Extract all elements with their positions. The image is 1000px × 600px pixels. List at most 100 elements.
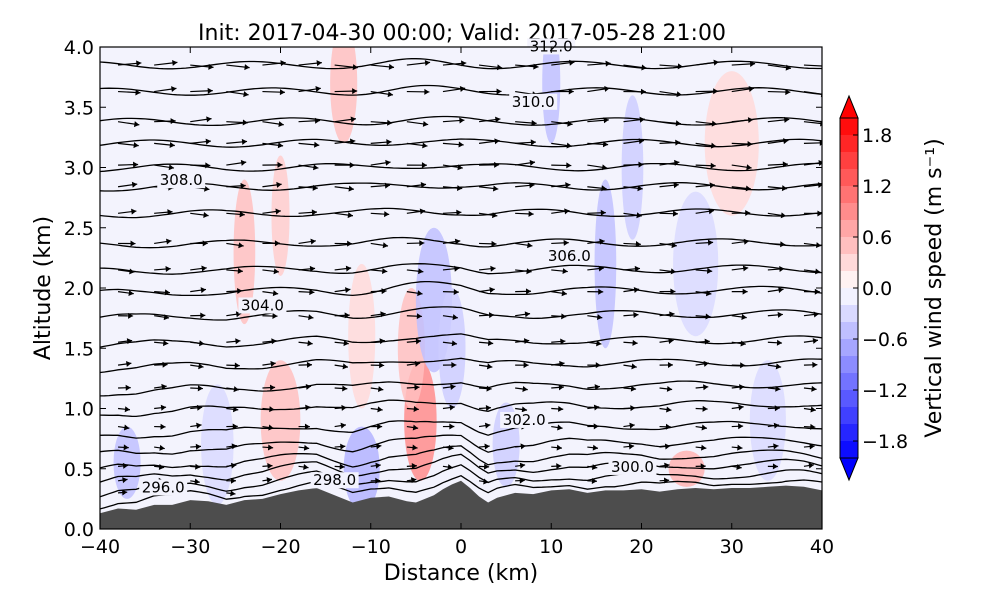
wind-vector-head [384, 211, 390, 218]
colorbar-segment [840, 441, 858, 459]
wind-vector-head [484, 422, 491, 429]
wind-vector-head [130, 240, 136, 247]
wind-vector-head [629, 422, 635, 429]
colorbar-extend-low [839, 457, 859, 482]
wind-vector-head [166, 238, 172, 245]
wind-vector-head [713, 59, 719, 66]
wind-vector-head [596, 314, 603, 321]
wind-vector-head [456, 185, 463, 192]
wind-vector-head [424, 88, 430, 95]
colorbar-segment [840, 254, 858, 272]
colorbar-segment [840, 186, 858, 204]
wind-vector-head [271, 338, 277, 345]
wind-vector-head [815, 268, 821, 275]
colorbar-label: Vertical wind speed (m s⁻¹) [922, 138, 947, 437]
wind-vector-head [167, 209, 173, 216]
wind-vector-head [638, 138, 645, 145]
wind-vector-head [595, 362, 601, 369]
wind-vector-head [677, 63, 683, 70]
y-tick-label: 3.0 [64, 158, 94, 180]
wind-vector-head [202, 240, 208, 247]
wind-vector-head [631, 363, 637, 370]
wind-vector-head [494, 161, 500, 168]
wind-vector-head [171, 86, 177, 93]
wind-vector-head [309, 289, 315, 296]
wind-vector-head [311, 209, 317, 216]
x-tick-label: 10 [539, 536, 563, 558]
wind-vector-head [347, 240, 353, 247]
wind-vector-head [742, 265, 749, 272]
wind-vector-head [343, 340, 349, 347]
wind-vector-head [303, 444, 310, 451]
wind-vector-head [129, 268, 135, 275]
wind-vector-head [451, 362, 457, 369]
colorbar-tick-label: −1.2 [862, 380, 908, 402]
wind-vector-head [128, 290, 134, 297]
theta-contour-303.5 [100, 333, 822, 348]
wind-vector-head [635, 241, 641, 248]
wind-vector-head [566, 142, 572, 149]
wind-vector-head [170, 118, 176, 125]
wind-vector-head [483, 478, 489, 485]
wind-vector-head [738, 423, 744, 430]
wind-vector-head [454, 238, 461, 245]
theta-contour-305 [100, 263, 822, 275]
w-feature-18 [673, 191, 719, 337]
wind-vector-head [483, 463, 490, 470]
wind-vector-head [522, 386, 528, 392]
wind-vector-head [133, 142, 139, 149]
wind-vector-head [196, 404, 203, 411]
wind-vector-head [530, 139, 536, 146]
wind-vector-head [637, 185, 643, 192]
wind-vector-head [410, 477, 417, 484]
wind-vector-head [775, 385, 781, 392]
wind-vector-head [307, 340, 313, 347]
wind-vector-head [780, 241, 786, 248]
wind-vector-head [674, 159, 680, 166]
wind-vector-head [135, 89, 141, 96]
wind-vector-head [133, 121, 140, 128]
wind-vector-head [737, 444, 743, 451]
wind-vector-head [447, 464, 453, 471]
wind-vector-head [419, 208, 426, 215]
wind-vector-head [235, 311, 242, 318]
wind-vector-head [349, 162, 355, 169]
wind-vector-head [703, 360, 709, 367]
wind-vector-head [641, 64, 647, 71]
wind-vector-head [520, 443, 526, 450]
wind-vector-head [822, 63, 827, 69]
wind-vector-head [630, 385, 637, 392]
wind-vector-head [452, 314, 458, 321]
colorbar-segment [840, 169, 858, 187]
wind-vector-head [710, 162, 716, 169]
wind-vector-head [486, 385, 492, 392]
colorbar-segment [840, 220, 858, 238]
contour-label: 304.0 [241, 296, 284, 314]
wind-vector-head [636, 212, 642, 219]
x-tick-label: 40 [810, 536, 834, 558]
wind-vector-head [670, 268, 677, 275]
wind-vector-head [598, 288, 604, 295]
wind-vector-head [529, 182, 535, 189]
wind-vector-head [164, 289, 170, 296]
wind-vector-head [738, 404, 744, 411]
wind-vector-head [199, 340, 205, 347]
wind-vector-head [591, 464, 598, 471]
wind-vector-head [496, 88, 502, 95]
contour-label: 308.0 [160, 171, 203, 189]
x-tick-label: −40 [80, 536, 120, 558]
wind-vector-head [669, 311, 675, 318]
x-tick-label: −30 [170, 536, 210, 558]
colorbar-segment [840, 118, 858, 136]
wind-vector-head [567, 120, 573, 127]
wind-vector-head [450, 384, 456, 390]
wind-vector-head [160, 404, 167, 411]
contour-label: 300.0 [611, 458, 654, 476]
wind-vector-head [375, 462, 381, 469]
wind-vector-head [675, 139, 681, 146]
wind-vector-head [232, 406, 239, 413]
wind-vector-head [136, 60, 142, 67]
wind-vector-head [237, 267, 243, 274]
wind-vector-head [820, 120, 822, 127]
